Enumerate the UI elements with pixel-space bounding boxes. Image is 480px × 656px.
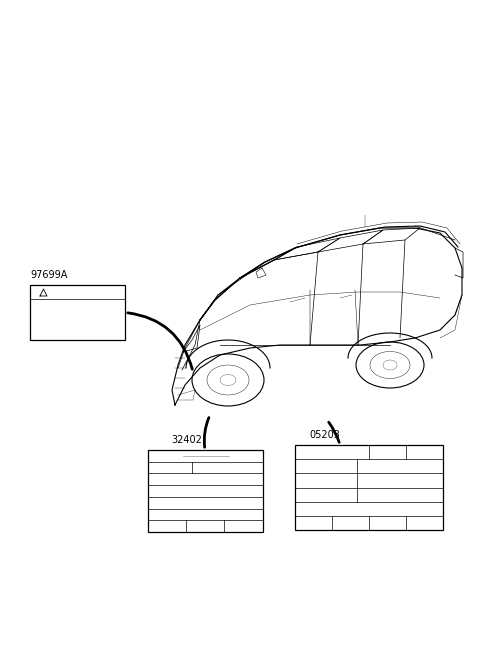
Text: 05203: 05203 — [310, 430, 341, 440]
Bar — [148, 450, 263, 532]
Text: 97699A: 97699A — [30, 270, 67, 280]
Bar — [30, 285, 125, 340]
Bar — [295, 445, 443, 530]
FancyArrowPatch shape — [128, 313, 192, 369]
Text: 32402: 32402 — [171, 435, 202, 445]
FancyArrowPatch shape — [204, 418, 209, 447]
FancyArrowPatch shape — [329, 422, 339, 442]
